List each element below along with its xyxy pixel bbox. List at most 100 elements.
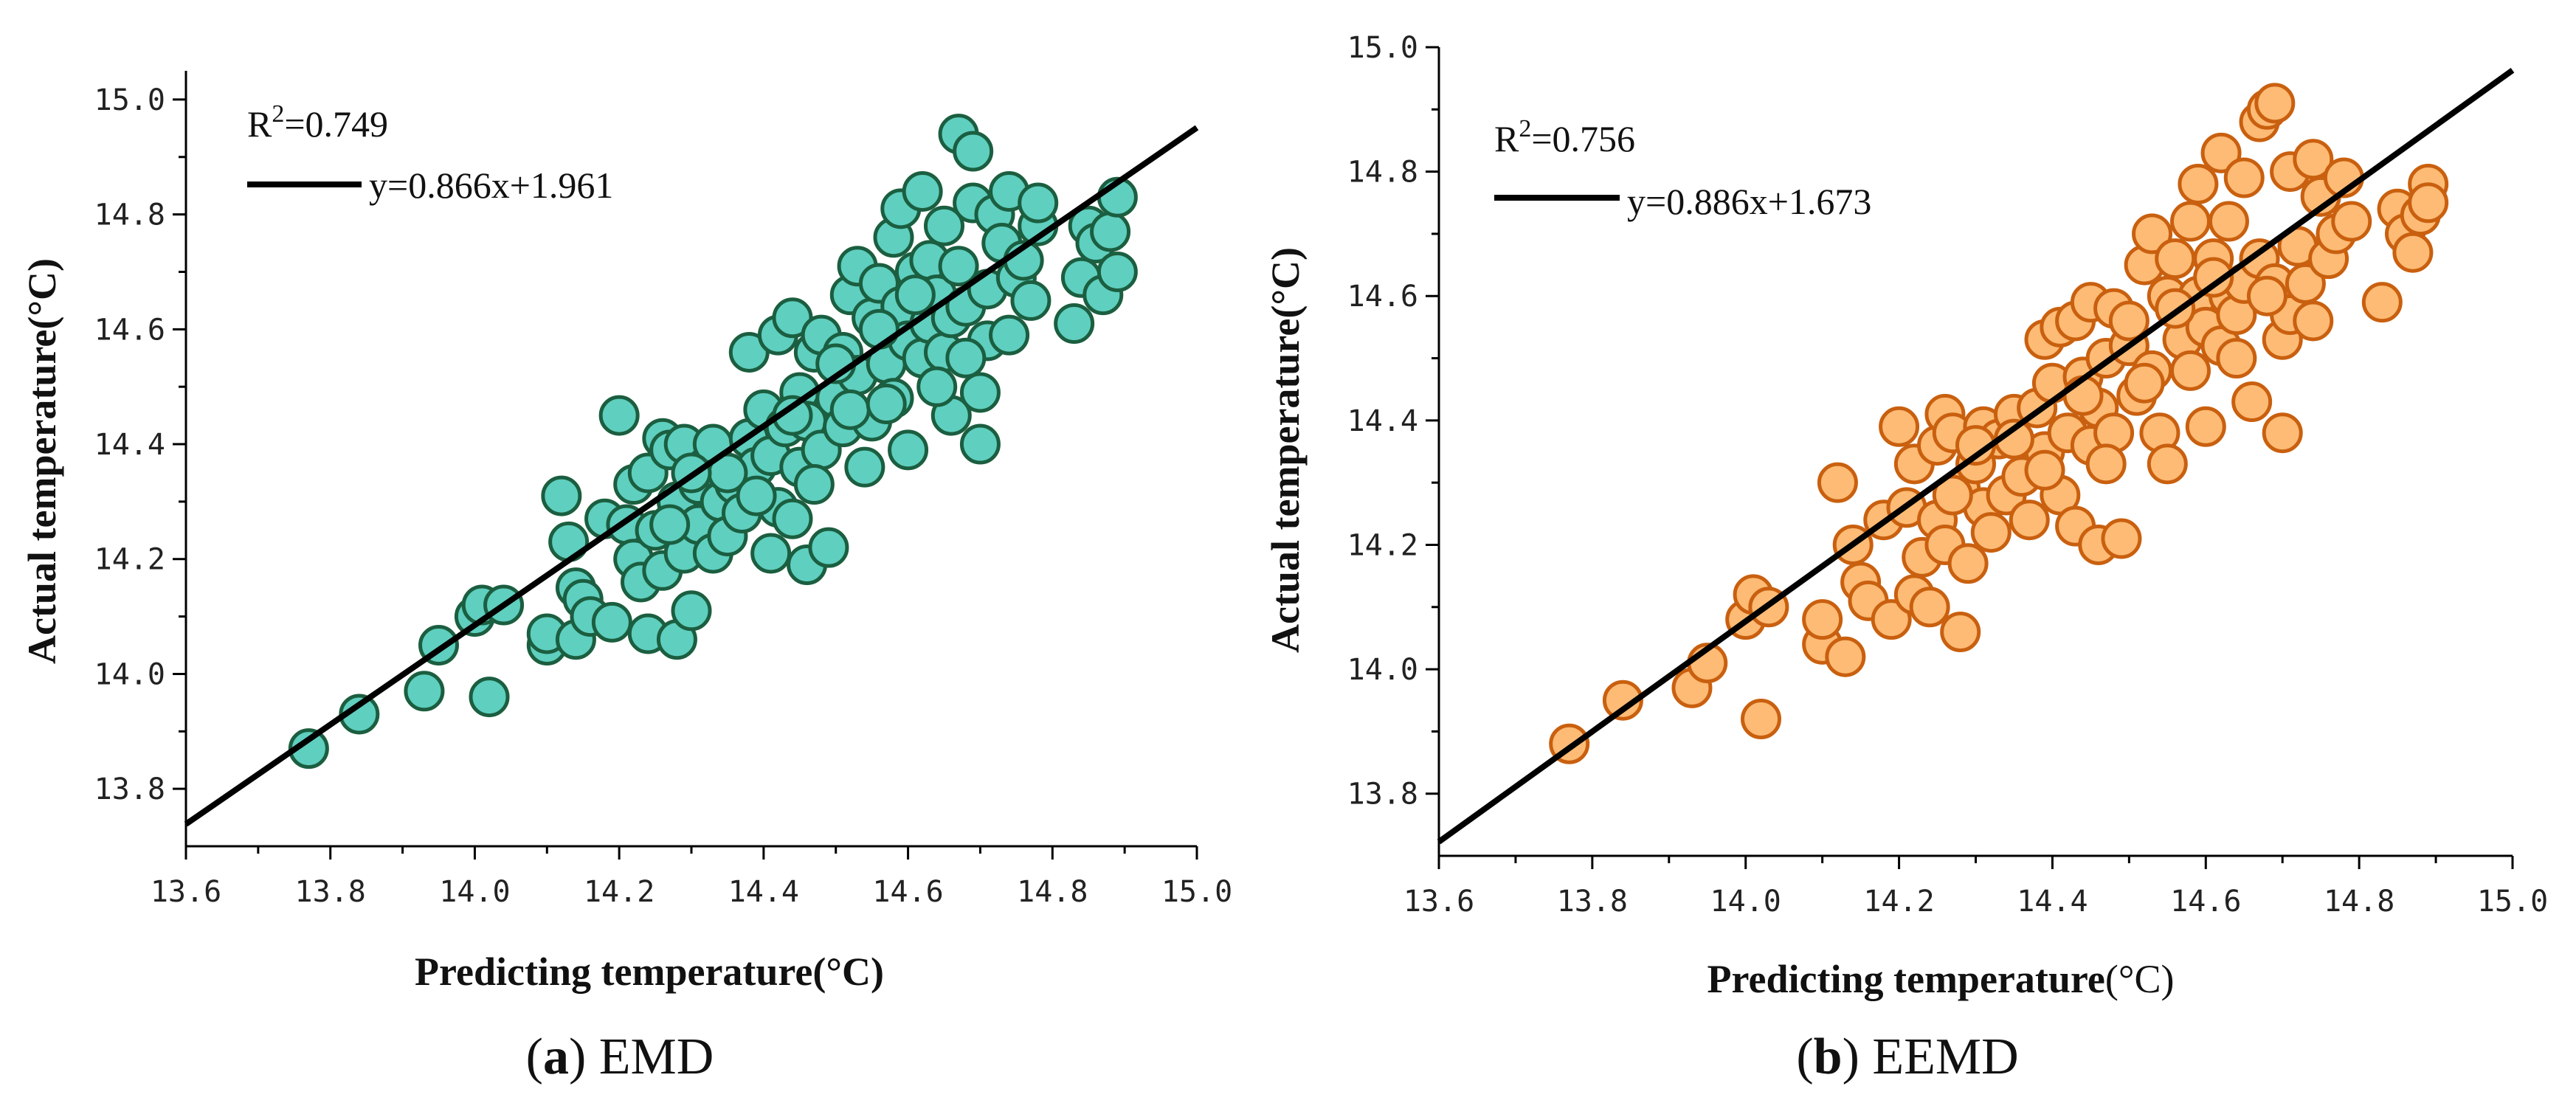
eemd-point — [2200, 132, 2242, 173]
emd-fit-equation: y=0.866x+1.961 — [369, 165, 613, 206]
emd-y-tick-labels: 13.8 14.0 14.2 14.4 14.6 14.8 15.0 — [94, 83, 165, 806]
emd-y-tick-label: 15.0 — [94, 83, 165, 117]
emd-point — [902, 170, 943, 212]
eemd-point — [2147, 443, 2188, 485]
emd-point — [959, 423, 1001, 465]
emd-point — [541, 475, 582, 516]
eemd-point — [1825, 636, 1866, 677]
emd-point — [469, 677, 510, 718]
emd-point — [1010, 280, 1052, 321]
emd-y-tick-label: 14.0 — [94, 657, 165, 691]
eemd-fit-equation: y=0.886x+1.673 — [1627, 181, 1871, 222]
eemd-point — [2124, 362, 2165, 404]
eemd-point — [1970, 512, 2012, 553]
emd-x-tick-label: 14.4 — [728, 875, 799, 909]
eemd-point — [2231, 381, 2273, 423]
emd-x-tick-label: 14.2 — [584, 875, 655, 909]
emd-point — [793, 464, 835, 505]
eemd-point — [2101, 518, 2142, 559]
emd-x-tick-label: 14.8 — [1017, 875, 1088, 909]
emd-y-tick-label: 14.4 — [94, 428, 165, 462]
eemd-axes — [1426, 46, 2514, 869]
eemd-point — [2178, 163, 2219, 204]
eemd-y-tick-label: 15.0 — [1347, 31, 1418, 65]
eemd-point — [2223, 157, 2265, 198]
emd-point — [1054, 303, 1095, 345]
eemd-point — [1879, 406, 1920, 447]
eemd-x-tick-labels: 13.6 13.8 14.0 14.2 14.4 14.6 14.8 15.0 — [1403, 885, 2548, 919]
eemd-point — [2361, 282, 2403, 323]
emd-y-tick-label: 14.2 — [94, 543, 165, 577]
eemd-x-tick-label: 14.0 — [1710, 885, 1781, 919]
eemd-point — [2285, 263, 2326, 304]
emd-y-tick-label: 13.8 — [94, 772, 165, 806]
emd-y-axis-title: Actual temperature(°C) — [20, 258, 64, 664]
eemd-r2-annotation: R2=0.756 — [1494, 115, 1635, 159]
eemd-point — [2254, 83, 2296, 124]
eemd-point — [2408, 182, 2449, 224]
eemd-point — [2024, 449, 2065, 491]
eemd-point — [2293, 300, 2334, 342]
eemd-x-tick-label: 14.6 — [2170, 885, 2241, 919]
eemd-x-tick-label: 13.6 — [1403, 885, 1474, 919]
emd-point — [924, 205, 964, 246]
eemd-fit-line — [1437, 67, 2515, 845]
emd-point — [959, 372, 1001, 413]
eemd-x-tick-label: 13.8 — [1557, 885, 1628, 919]
eemd-point — [1802, 599, 1843, 640]
eemd-point — [1817, 462, 1858, 503]
panel-eemd: 13.6 13.8 14.0 14.2 14.4 14.6 14.8 15.0 13.8 14.… — [1263, 31, 2548, 1085]
emd-y-tick-label: 14.6 — [94, 313, 165, 347]
eemd-x-axis-title: Predicting temperature(°C) — [1707, 957, 2175, 1001]
eemd-point — [1871, 599, 1912, 640]
eemd-y-tick-label: 14.6 — [1347, 280, 1418, 314]
eemd-y-tick-label: 13.8 — [1347, 778, 1418, 812]
eemd-point — [1947, 543, 1989, 584]
eemd-x-tick-label: 14.2 — [1863, 885, 1934, 919]
emd-point — [989, 314, 1030, 356]
eemd-point — [1940, 611, 1981, 652]
emd-point — [945, 337, 987, 378]
emd-point — [288, 728, 329, 770]
eemd-point — [2216, 338, 2257, 379]
emd-y-tick-label: 14.8 — [94, 198, 165, 232]
emd-r2-annotation: R2=0.749 — [247, 100, 388, 145]
emd-point — [649, 504, 691, 545]
eemd-x-tick-label: 14.8 — [2324, 885, 2394, 919]
eemd-y-tick-label: 14.8 — [1347, 156, 1418, 190]
emd-point — [1018, 182, 1059, 224]
eemd-point — [2293, 139, 2334, 180]
eemd-y-tick-label: 14.2 — [1347, 528, 1418, 562]
eemd-y-tick-label: 14.4 — [1347, 404, 1418, 438]
eemd-point — [1909, 587, 1950, 628]
emd-point — [938, 246, 979, 287]
emd-point — [736, 475, 777, 516]
eemd-point — [2009, 499, 2050, 541]
emd-point — [953, 131, 994, 172]
emd-point — [772, 498, 813, 539]
emd-x-tick-labels: 13.6 13.8 14.0 14.2 14.4 14.6 14.8 15.0 — [151, 875, 1232, 909]
eemd-y-tick-labels: 13.8 14.0 14.2 14.4 14.6 14.8 15.0 — [1347, 31, 1418, 812]
emd-point — [916, 366, 958, 407]
eemd-point — [2170, 201, 2211, 242]
eemd-caption: (b) EEMD — [1796, 1028, 2018, 1085]
emd-x-axis-title: Predicting temperature(°C) — [415, 950, 884, 994]
eemd-point — [2170, 350, 2211, 391]
emd-scatter-points — [288, 114, 1138, 770]
emd-x-tick-label: 15.0 — [1161, 875, 1232, 909]
emd-point — [598, 395, 640, 436]
emd-x-tick-label: 13.8 — [295, 875, 366, 909]
eemd-point — [1741, 699, 1781, 740]
eemd-point — [2062, 375, 2104, 416]
panel-emd: 13.6 13.8 14.0 14.2 14.4 14.6 14.8 15.0 13.8 14.… — [20, 71, 1232, 1085]
eemd-point — [2155, 238, 2196, 280]
eemd-point — [2193, 257, 2234, 298]
emd-x-tick-label: 14.6 — [872, 875, 943, 909]
emd-point — [1097, 251, 1138, 292]
eemd-y-axis-title: Actual temperature(°C) — [1263, 247, 1308, 653]
emd-x-tick-label: 13.6 — [151, 875, 221, 909]
eemd-point — [2085, 443, 2127, 485]
emd-point — [750, 533, 792, 574]
eemd-y-tick-label: 14.0 — [1347, 653, 1418, 687]
